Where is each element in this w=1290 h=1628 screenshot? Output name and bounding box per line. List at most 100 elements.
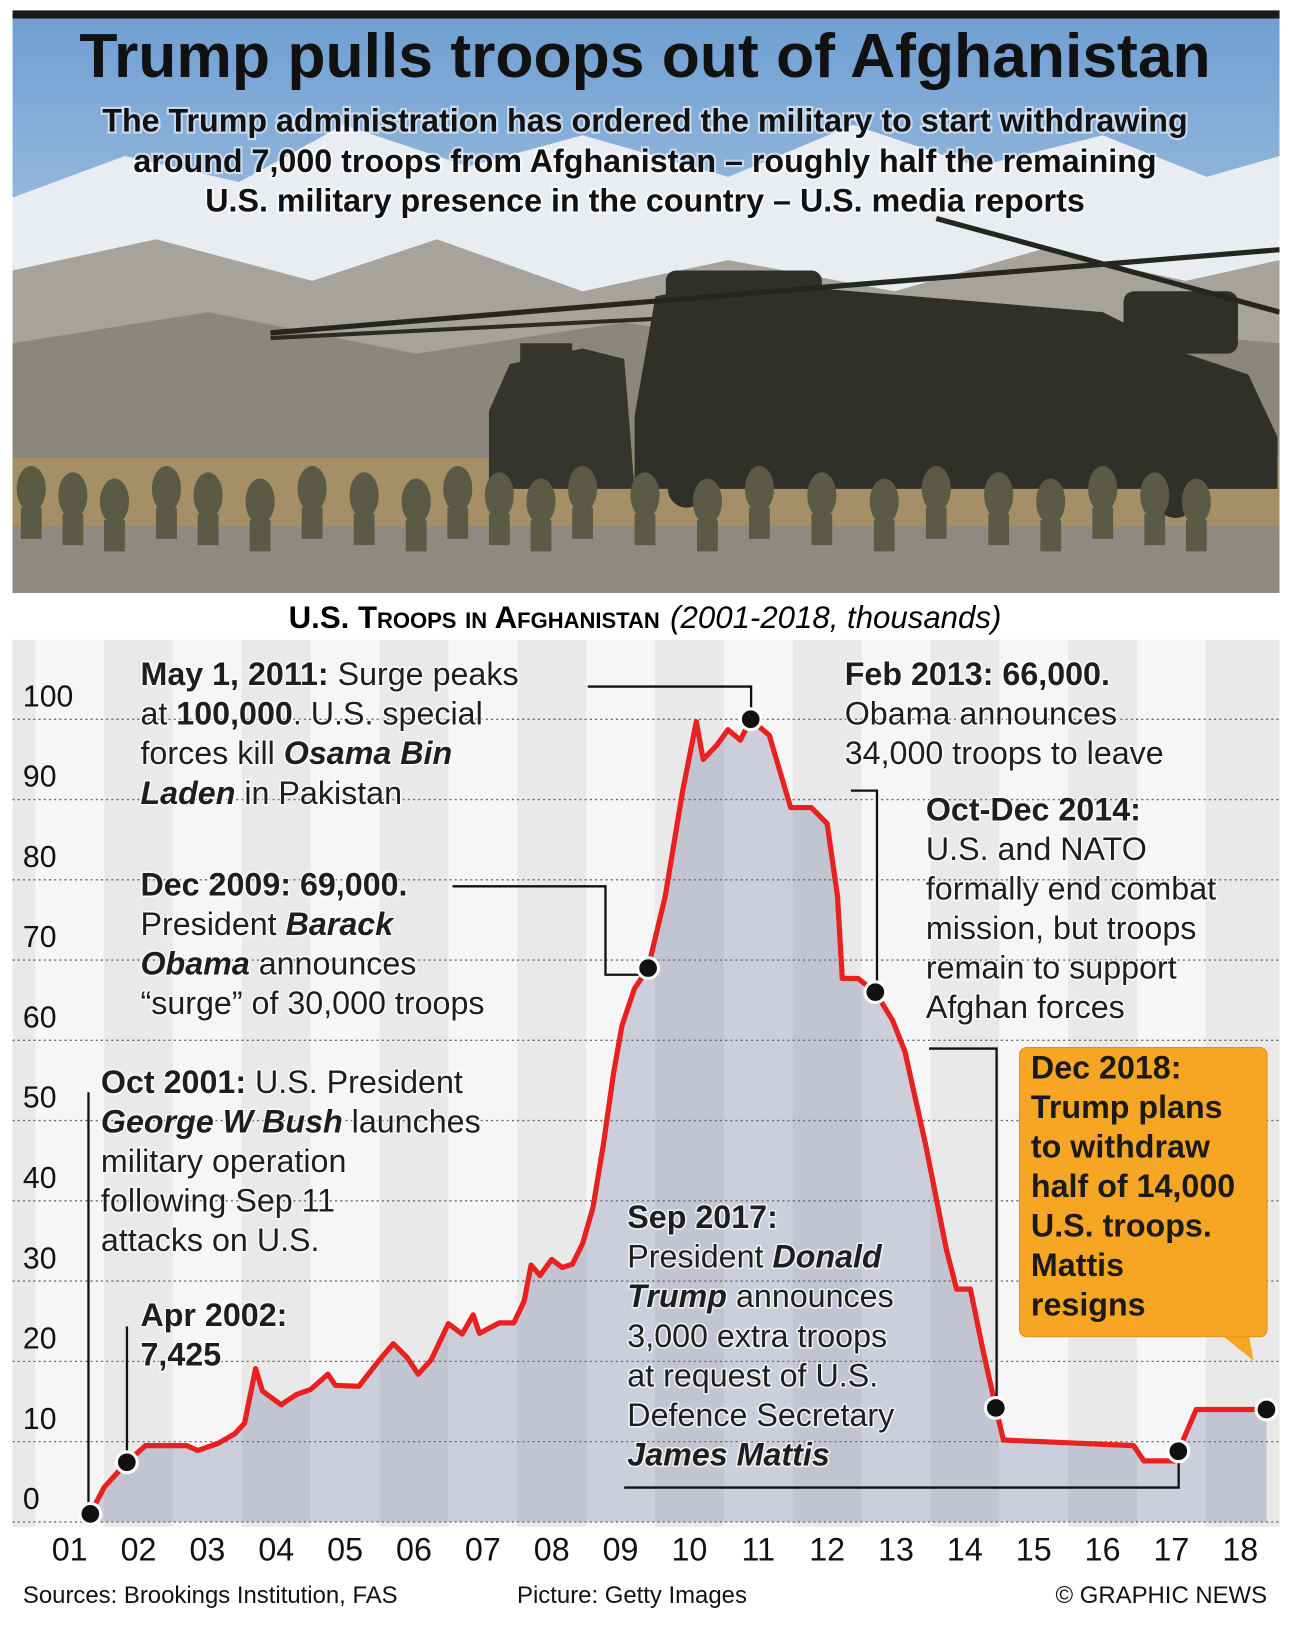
annotation-line: formally end combat	[926, 870, 1216, 906]
soldier-legs	[301, 507, 323, 539]
annotation-line: 3,000 extra troops	[627, 1317, 887, 1353]
soldier	[744, 466, 774, 512]
annotation-run: Defence Secretary	[627, 1396, 895, 1432]
soldier	[1181, 478, 1211, 525]
x-tick-label: 16	[1085, 1532, 1121, 1568]
x-tick-label: 11	[742, 1532, 775, 1568]
annotation-run: forces kill	[140, 735, 283, 771]
annotation-line: Laden in Pakistan	[140, 774, 402, 810]
marker	[983, 1395, 1008, 1420]
soldier-legs	[249, 520, 271, 552]
soldier	[401, 478, 431, 525]
x-tick-label: 12	[809, 1532, 845, 1568]
y-tick-label: 20	[23, 1323, 57, 1356]
annotation-line: following Sep 11	[101, 1182, 335, 1218]
annotation-line: President Donald	[627, 1238, 883, 1274]
annotation-run: resigns	[1031, 1286, 1146, 1322]
annotation-run: announces	[727, 1278, 894, 1314]
annotation-run: Oct 2001:	[101, 1063, 246, 1099]
photo-soldiers	[16, 466, 1211, 552]
annotation-run: Trump	[627, 1278, 727, 1314]
leader-line	[624, 1451, 1180, 1489]
soldier-legs	[104, 520, 125, 552]
marker	[1254, 1397, 1279, 1422]
annotation-run: 7,425	[140, 1336, 221, 1372]
subtitle-line: The Trump administration has ordered the…	[102, 102, 1187, 138]
annotation-run: 3,000 extra troops	[627, 1317, 887, 1353]
soldier-legs	[405, 520, 427, 552]
soldier	[16, 466, 46, 512]
annotation-run: Mattis	[1031, 1247, 1124, 1283]
annotation-run: at	[140, 695, 176, 731]
annotation-line: forces kill Osama Bin	[140, 735, 452, 771]
x-tick-label: 06	[396, 1532, 432, 1568]
soldier-legs	[530, 520, 552, 552]
x-tick-label: 09	[603, 1532, 639, 1568]
annotation-line: 34,000 troops to leave	[845, 735, 1164, 771]
year-band	[448, 639, 518, 1528]
marker	[114, 1450, 139, 1475]
x-tick-label: 07	[465, 1532, 501, 1568]
soldier-legs	[447, 507, 469, 539]
x-tick-label: 05	[327, 1532, 363, 1568]
annotation-run: Afghan forces	[926, 989, 1125, 1025]
annotation-line: U.S. troops.	[1031, 1207, 1212, 1243]
soldier	[984, 472, 1014, 519]
annotation-run: George W Bush	[101, 1103, 343, 1139]
x-tick-label: 18	[1222, 1532, 1258, 1568]
annotation-run: Apr 2002:	[140, 1296, 287, 1332]
soldier-legs	[488, 513, 510, 546]
annotation-line: “surge” of 30,000 troops	[140, 984, 484, 1020]
callout-pointer	[1217, 1331, 1254, 1361]
soldier	[245, 478, 275, 525]
subtitle: The Trump administration has ordered the…	[100, 100, 1190, 220]
soldier	[349, 472, 379, 519]
soldier	[526, 478, 556, 525]
annotation-run: . U.S. special	[293, 695, 483, 731]
annotation-line: Trump announces	[627, 1278, 893, 1314]
y-tick-label: 50	[23, 1082, 57, 1115]
y-tick-label: 60	[23, 1001, 57, 1034]
annotation-run: announces	[250, 945, 417, 981]
annotation-run: Dec 2009: 69,000.	[140, 866, 407, 902]
annotation-run: military operation	[101, 1143, 346, 1179]
annotation-run: “surge” of 30,000 troops	[140, 984, 484, 1020]
annotation-line: half of 14,000	[1031, 1167, 1235, 1203]
year-band	[723, 639, 793, 1528]
soldier-legs	[572, 507, 593, 539]
soldier-legs	[156, 507, 177, 539]
y-tick-label: 10	[23, 1403, 57, 1436]
annotation-run: formally end combat	[926, 870, 1216, 906]
soldier-legs	[1185, 520, 1207, 552]
annotation-line: at request of U.S.	[627, 1357, 878, 1393]
photo-helicopter-large	[270, 215, 1280, 519]
annotation-run: Sep 2017:	[627, 1199, 778, 1235]
annotation-line: Oct 2001: U.S. President	[101, 1063, 463, 1099]
annotation-line: U.S. and NATO	[926, 830, 1147, 866]
leader-line	[850, 789, 879, 994]
soldier-legs	[988, 513, 1010, 546]
annotation-run: mission, but troops	[926, 910, 1197, 946]
annotation-line: Dec 2018:	[1031, 1049, 1182, 1085]
annotation-line: remain to support	[926, 949, 1177, 985]
annotation-line: at 100,000. U.S. special	[140, 695, 482, 731]
soldier-legs	[873, 520, 895, 552]
annotation-run: Laden	[140, 774, 235, 810]
marker	[636, 956, 661, 981]
plot: 01 02 03 04 05 06 07 08 09 10 11 12 13 14 15 16 17 18 0 10 2…	[12, 639, 1280, 1568]
annotation-line: Apr 2002:	[140, 1296, 287, 1332]
annotation-run: Trump plans	[1031, 1088, 1223, 1124]
annotation-run: Dec 2018:	[1031, 1049, 1182, 1085]
annotation-line: Defence Secretary	[627, 1396, 895, 1432]
annotation-run: launches	[343, 1103, 481, 1139]
annotation-line: Dec 2009: 69,000.	[140, 866, 407, 902]
soldier-legs	[62, 513, 84, 546]
x-tick-label: 02	[121, 1532, 157, 1568]
annotation-run: remain to support	[926, 949, 1177, 985]
y-tick-label: 100	[23, 680, 73, 713]
annotation-run: attacks on U.S.	[101, 1222, 320, 1258]
soldier-legs	[749, 507, 770, 539]
leader-line	[928, 1047, 998, 1408]
